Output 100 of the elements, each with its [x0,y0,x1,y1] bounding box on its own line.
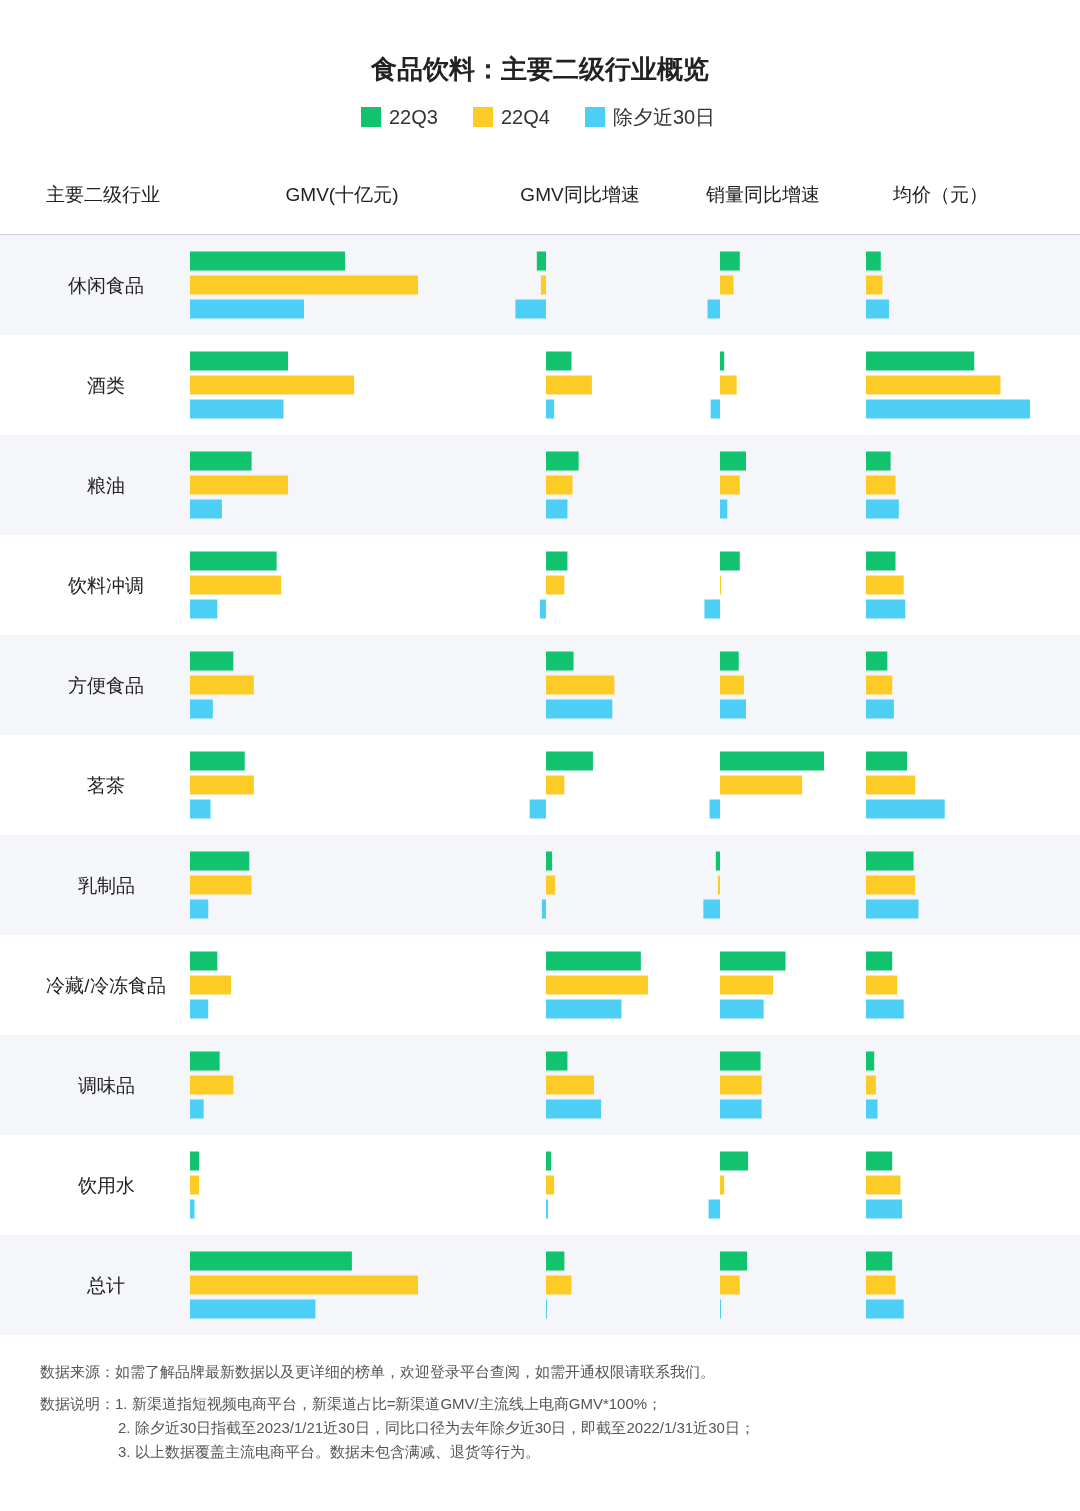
bar [546,475,573,495]
bar [720,251,740,271]
y-tick-label: 酒类 [87,375,125,396]
bar [190,399,284,419]
bar [536,251,546,271]
bar [190,375,355,395]
bar [866,751,907,771]
bar [546,675,615,695]
y-tick-label: 总计 [86,1275,125,1296]
bar [546,451,579,471]
bar [720,651,739,671]
text: 数据说明：1. 新渠道指短视频电商平台，新渠道占比=新渠道GMV/主流线上电商GMV*100%； [40,1395,663,1412]
bar [720,1275,740,1295]
bar [717,875,720,895]
chart-subtitle: GMV同比增速 [520,184,640,205]
bar [546,651,574,671]
bar [866,675,893,695]
bar [720,1175,725,1195]
bar [720,699,746,719]
bar [720,1099,762,1119]
bar [866,799,945,819]
bar [190,999,209,1019]
bar [720,999,764,1019]
bar [190,675,254,695]
bar [190,351,289,371]
bar [720,675,744,695]
bar [708,1199,720,1219]
y-tick-label: 茗茶 [87,775,125,796]
y-tick-label: 休闲食品 [68,275,144,296]
bar [720,1151,749,1171]
bar [866,375,1001,395]
bar [866,1199,903,1219]
bar [190,975,232,995]
y-tick-label: 方便食品 [68,675,144,696]
bar [190,1175,200,1195]
bar [720,951,786,971]
bar [190,299,304,319]
bar [539,599,546,619]
bar [190,775,254,795]
bar [541,899,546,919]
bar [546,1199,549,1219]
chart-subtitle: 销量同比增速 [705,184,820,205]
bar [707,299,720,319]
bar [866,599,906,619]
y-tick-label: 乳制品 [77,875,135,896]
bar [546,751,593,771]
bar [190,1251,352,1271]
bar [546,1075,594,1095]
bar [720,499,728,519]
bar [190,651,234,671]
bar [190,451,252,471]
bar [866,499,899,519]
bar [190,799,211,819]
y-tick-label: 冷藏/冷冻食品 [46,975,166,996]
bar [866,975,898,995]
source-note: 数据来源：如需了解品牌最新数据以及更详细的榜单，欢迎登录平台查阅，如需开通权限请联系我们。 [40,1363,715,1380]
bar [704,599,720,619]
text: 食品饮料：主要二级行业概览 [370,54,709,84]
bar [546,975,648,995]
bar [720,375,737,395]
bar [190,251,346,271]
legend-label: 22Q4 [501,106,550,128]
bar [190,1051,220,1071]
bar [720,451,746,471]
bar [546,1151,552,1171]
bar [866,575,904,595]
bar [866,251,881,271]
bar [190,951,218,971]
bar [546,699,613,719]
bar [190,499,222,519]
bar [720,551,740,571]
bar [546,951,641,971]
bar [190,275,418,295]
bar [715,851,720,871]
bar [720,775,803,795]
bar [190,851,250,871]
y-tick-label: 调味品 [77,1075,135,1096]
bar [866,1175,901,1195]
bar [866,1151,893,1171]
bar [866,1275,896,1295]
bar [703,899,720,919]
bar [540,275,546,295]
bar [190,1151,200,1171]
bar [190,875,252,895]
text: 2. 除夕近30日指截至2023/1/21近30日，同比口径为去年除夕近30日，即截至2022/1/31近30日； [118,1419,755,1436]
bar [190,1199,195,1219]
bar [190,599,218,619]
bar [190,575,282,595]
bar [546,1251,565,1271]
bar [529,799,546,819]
bar [190,551,277,571]
y-tick-label: 饮料冲调 [67,575,144,596]
bar [866,1075,876,1095]
bar [546,399,555,419]
bar [866,1299,904,1319]
bar [190,1099,204,1119]
bar [866,275,883,295]
bar [546,551,568,571]
bar [546,851,553,871]
bar [190,1299,316,1319]
